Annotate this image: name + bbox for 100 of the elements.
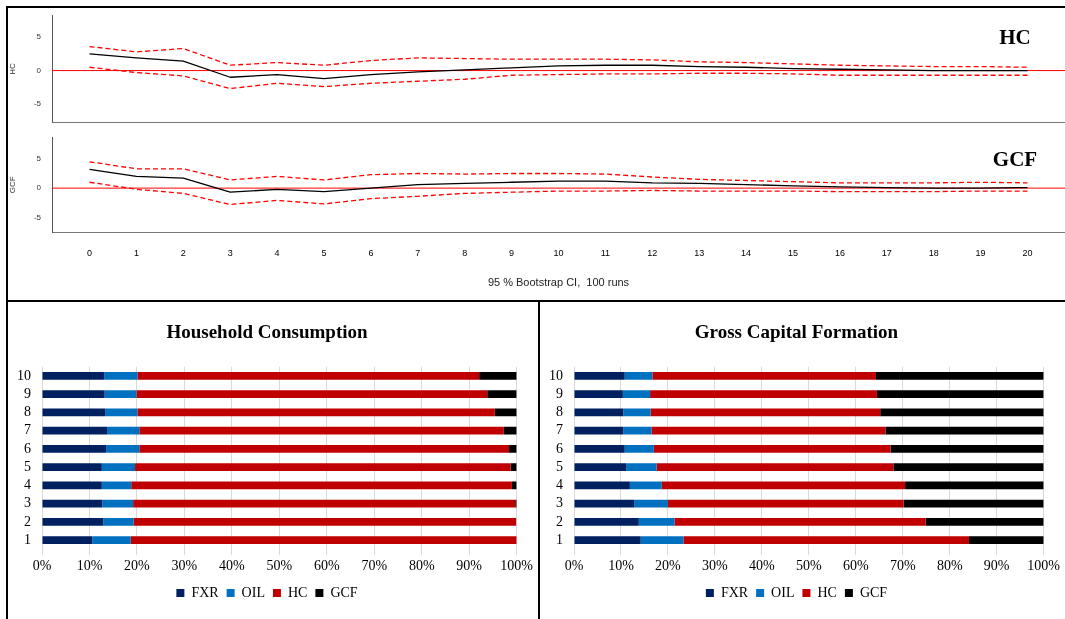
x-tick-label: 11 [600,247,611,258]
bar [107,426,140,435]
bar [650,408,881,417]
y-tick-label: 9 [24,385,31,401]
y-tick-label: 7 [24,422,31,438]
chart-title: Gross Capital Formation [694,321,899,343]
x-tick-label: 60% [842,558,869,574]
bar [674,518,926,526]
bar [479,372,517,380]
y-tick-label: 7 [556,422,563,438]
bar [135,463,511,471]
x-tick-label: 70% [361,558,388,574]
x-tick-label: 100% [500,558,534,574]
y-tick-label: 3 [24,495,31,511]
x-tick-label: 0% [32,558,52,574]
x-tick-label: 5 [321,247,327,258]
bar [880,408,1044,417]
bar [652,372,876,380]
y-tick-label: 10 [549,367,563,383]
bar [683,536,969,544]
x-tick-label: 10% [608,558,635,574]
x-tick-label: 2 [180,247,186,258]
bar [574,481,630,490]
x-tick-label: 80% [408,558,435,574]
bar [574,426,624,435]
y-tick-label: 4 [24,477,31,493]
legend-label: FXR [720,584,749,600]
bar [102,499,134,508]
y-tick-label: -5 [33,99,42,109]
y-tick-label: 8 [24,404,31,420]
bar [42,481,102,490]
bar [624,372,653,380]
bar [574,408,624,417]
y-axis-title: GCF [8,176,17,194]
y-tick-label: 0 [36,183,42,193]
legend-label: GCF [330,584,358,600]
x-axis-title: 95 % Bootstrap CI, 100 runs [487,276,630,289]
x-tick-label: 12 [647,247,658,258]
x-tick-label: 50% [266,558,293,574]
x-tick-label: 3 [227,247,233,258]
bar [133,499,516,508]
y-tick-label: 2 [556,513,563,529]
bar [653,445,891,453]
x-tick-label: 14 [741,247,752,258]
bar [510,463,517,471]
x-tick-label: 4 [274,247,280,258]
bar [137,372,480,380]
bar [42,536,93,544]
bar [925,518,1044,526]
bar [139,445,510,453]
y-tick-label: 5 [24,458,31,474]
bar [885,426,1044,435]
bar [623,426,652,435]
bar [623,408,651,417]
bar [905,481,1044,490]
bar [640,536,684,544]
bar [42,463,102,471]
bar [103,518,134,526]
text: HC [999,25,1031,50]
bar [667,499,904,508]
x-tick-label: 80% [936,558,963,574]
bar [42,518,104,526]
x-tick-label: 9 [509,247,515,258]
x-tick-label: 20% [655,558,682,574]
x-tick-label: 13 [694,247,705,258]
x-tick-label: 10% [76,558,103,574]
x-tick-label: 0% [564,558,584,574]
x-tick-label: 30% [702,558,729,574]
line-series [88,45,1029,68]
bar [893,463,1044,471]
y-tick-label: 6 [24,440,31,456]
bar [487,390,517,398]
bar [876,390,1044,398]
bar [574,463,627,471]
bar [656,463,894,471]
bar [622,390,651,398]
bar [101,463,136,471]
y-tick-label: 10 [17,367,31,383]
y-tick-label: 6 [556,440,563,456]
x-tick-label: 20 [1022,247,1033,258]
x-tick-label: 90% [456,558,483,574]
y-tick-label: 3 [556,495,563,511]
x-tick-label: 15 [787,247,798,258]
y-tick-label: 5 [36,154,42,164]
x-tick-label: 17 [881,247,892,258]
bar [574,372,625,380]
bar [42,372,105,380]
bar [876,372,1044,380]
text: GCF [992,147,1038,172]
y-tick-label: 9 [556,385,563,401]
bar [104,372,138,380]
bar [890,445,1044,453]
x-tick-label: 60% [313,558,340,574]
legend-label: HC [287,584,308,600]
bar [574,445,625,453]
bar [574,390,623,398]
bar [106,445,140,453]
x-tick-label: 1 [133,247,139,258]
bar [629,481,662,490]
y-axis-title: HC [8,62,17,75]
